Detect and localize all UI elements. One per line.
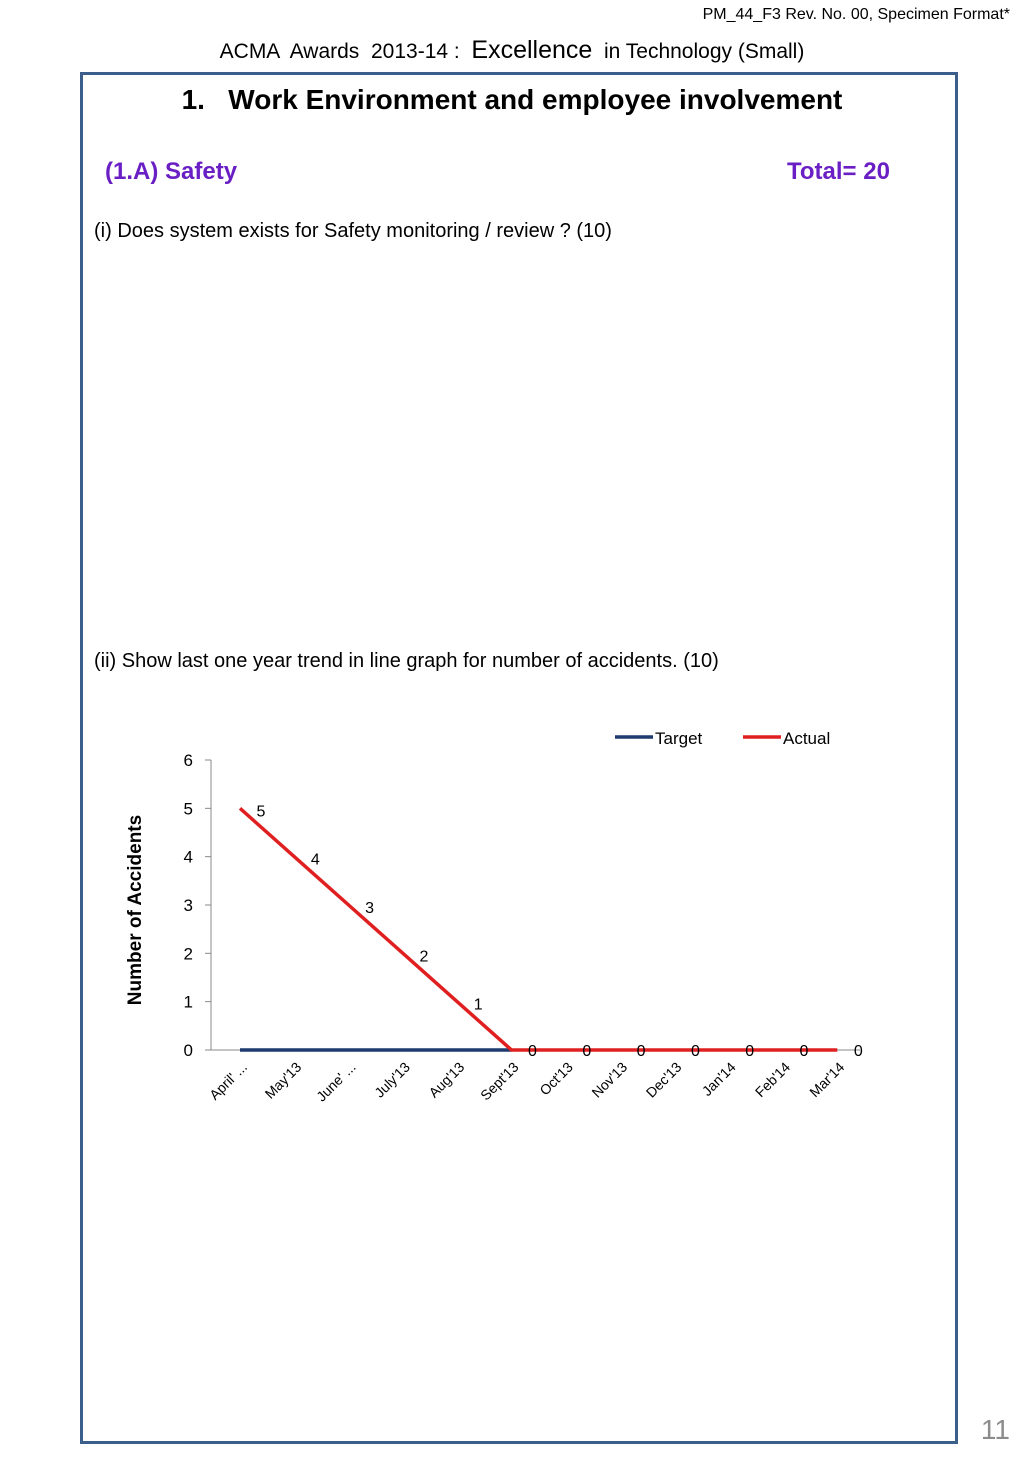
data-label: 0 <box>854 1043 863 1060</box>
y-axis-title: Number of Accidents <box>125 815 146 1005</box>
series-line-actual <box>238 807 838 1052</box>
header-emphasis: Excellence <box>471 36 593 64</box>
x-tick-label: Jan'14 <box>699 1059 739 1099</box>
y-tick-label: 0 <box>184 1041 193 1060</box>
legend-label-target: Target <box>655 729 703 748</box>
x-tick-label: July'13 <box>371 1059 413 1101</box>
x-tick-label: Sept'13 <box>477 1059 522 1104</box>
data-label: 0 <box>582 1043 591 1060</box>
data-label: 3 <box>365 900 374 917</box>
y-tick-label: 6 <box>184 751 193 770</box>
page-header: ACMA Awards 2013-14 : Excellence in Tech… <box>0 36 1024 65</box>
data-label: 5 <box>257 803 266 820</box>
question-2: (ii) Show last one year trend in line gr… <box>94 650 719 672</box>
question-1: (i) Does system exists for Safety monito… <box>94 220 612 242</box>
legend-label-actual: Actual <box>783 729 830 748</box>
document-code: PM_44_F3 Rev. No. 00, Specimen Format* <box>702 6 1010 23</box>
y-tick-label: 5 <box>184 799 193 818</box>
data-label: 0 <box>745 1043 754 1060</box>
content-frame <box>80 72 958 1444</box>
accidents-line-chart: 0 1 2 3 4 5 6 Number of Accidents April' ... May'… <box>125 729 863 1105</box>
data-label: 0 <box>637 1043 646 1060</box>
data-label: 0 <box>528 1043 537 1060</box>
x-tick-label: April' ... <box>206 1059 250 1103</box>
x-tick-label: Dec'13 <box>643 1059 685 1101</box>
x-tick-label: Oct'13 <box>536 1059 576 1099</box>
x-tick-label: June' ... <box>313 1059 359 1105</box>
x-tick-label: Aug'13 <box>425 1059 467 1101</box>
y-tick-label: 4 <box>184 848 193 867</box>
page-number: 11 <box>980 1414 1010 1445</box>
data-label: 4 <box>311 852 320 869</box>
data-label: 1 <box>474 997 483 1014</box>
section-title: 1. Work Environment and employee involve… <box>181 84 843 115</box>
x-tick-label: Mar'14 <box>806 1059 847 1100</box>
subsection-title: (1.A) Safety <box>105 158 238 185</box>
data-label: 0 <box>691 1043 700 1060</box>
x-tick-label: Nov'13 <box>588 1059 630 1101</box>
data-label: 0 <box>800 1043 809 1060</box>
header-prefix: ACMA Awards 2013-14 : <box>219 40 472 63</box>
x-tick-label: May'13 <box>261 1059 304 1102</box>
y-tick-label: 3 <box>184 896 193 915</box>
y-tick-label: 2 <box>184 944 193 963</box>
x-tick-label: Feb'14 <box>752 1059 793 1100</box>
data-label: 2 <box>419 948 428 965</box>
header-suffix: in Technology (Small) <box>592 40 805 63</box>
total-score: Total= 20 <box>787 158 890 185</box>
y-tick-label: 1 <box>184 993 193 1012</box>
